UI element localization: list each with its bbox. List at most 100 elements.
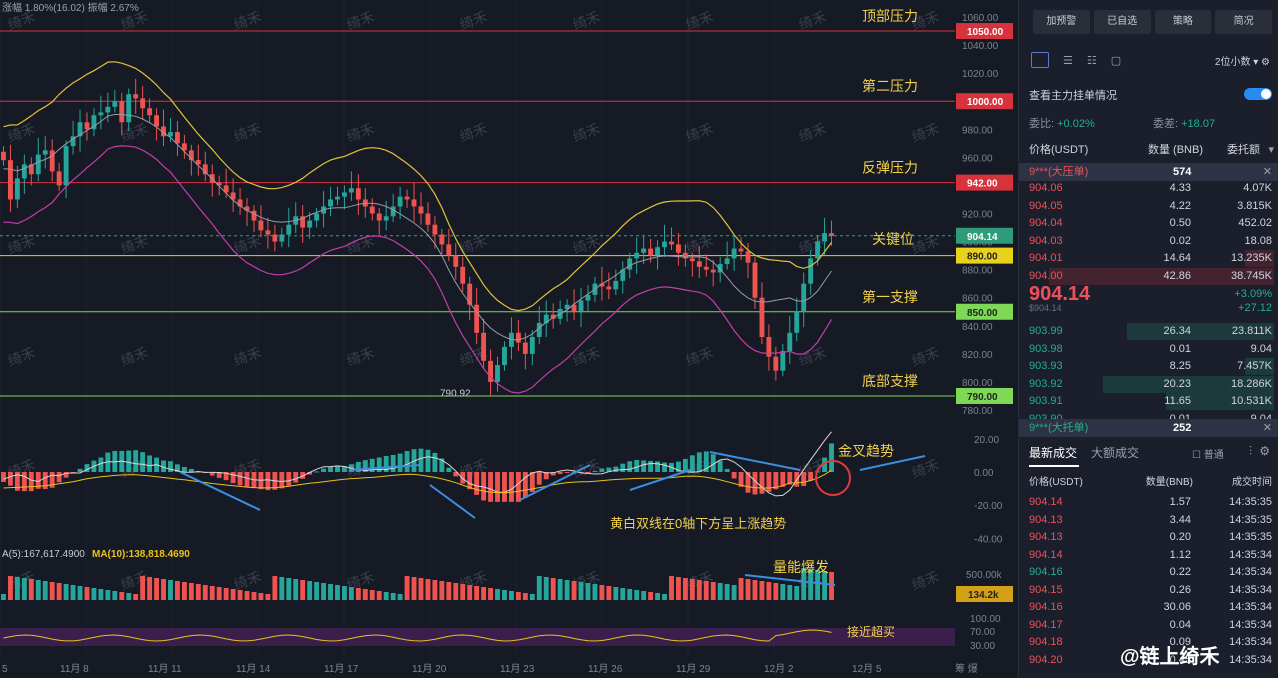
settings-icon[interactable]: ⚙ bbox=[1259, 444, 1270, 458]
close-icon[interactable]: ✕ bbox=[1262, 166, 1272, 178]
bid-row[interactable]: 903.98 0.01 9.04 bbox=[1029, 341, 1274, 358]
trade-row[interactable]: 904.15 0.26 14:35:34 bbox=[1029, 582, 1274, 599]
macd-bar bbox=[105, 452, 111, 472]
trade-row[interactable]: 904.20 0.45 14:35:34 bbox=[1029, 652, 1274, 669]
watermark-text: 绮禾 bbox=[571, 344, 603, 369]
vol-current-tag bbox=[956, 586, 1013, 602]
candle-body bbox=[342, 192, 347, 197]
tab-latest-trades[interactable]: 最新成交 bbox=[1029, 446, 1078, 460]
volume-bar bbox=[599, 585, 605, 600]
volume-bar bbox=[223, 588, 229, 600]
decimals-select[interactable]: 2位小数 ▾ ⚙ bbox=[1214, 56, 1270, 68]
layout-icon[interactable]: ▢ bbox=[1110, 54, 1122, 67]
volume-bar bbox=[543, 577, 549, 600]
candle-body bbox=[696, 261, 702, 267]
trade-price: 904.13 bbox=[1029, 531, 1063, 543]
big-bid-row[interactable]: 9***(大托单) 252 ✕ bbox=[1019, 419, 1278, 437]
watchlist-button[interactable]: 已自选 bbox=[1093, 10, 1151, 34]
close-icon[interactable]: ✕ bbox=[1262, 422, 1272, 434]
trade-qty: 0.20 bbox=[1169, 531, 1191, 543]
macd-bar bbox=[418, 448, 424, 472]
ask-row[interactable]: 904.05 4.22 3.815K bbox=[1029, 198, 1274, 215]
candle-body bbox=[731, 248, 737, 259]
asks-only-icon[interactable]: ☷ bbox=[1086, 54, 1097, 67]
bid-row[interactable]: 903.99 26.34 23.811K bbox=[1029, 323, 1274, 340]
macd-bar bbox=[446, 467, 452, 472]
trade-qty: 3.44 bbox=[1169, 513, 1191, 526]
ask-row[interactable]: 904.00 42.86 38.745K bbox=[1029, 267, 1274, 285]
watermark-text: 绮禾 bbox=[6, 120, 38, 145]
candle-body bbox=[738, 248, 744, 252]
ask-row[interactable]: 904.06 4.33 4.07K bbox=[1029, 180, 1274, 197]
trade-row[interactable]: 904.17 0.04 14:35:34 bbox=[1029, 617, 1274, 634]
macd-bar bbox=[376, 457, 382, 472]
macd-bar bbox=[293, 472, 299, 483]
ask-row[interactable]: 904.04 0.50 452.02 bbox=[1029, 215, 1274, 232]
big-ask-row[interactable]: 9***(大压单) 574 ✕ bbox=[1019, 163, 1278, 181]
bid-amount: 10.531K bbox=[1231, 395, 1272, 407]
volume-bar bbox=[662, 594, 667, 600]
price-tick: 1040.00 bbox=[962, 41, 999, 52]
overview-button[interactable]: 简况 bbox=[1215, 10, 1272, 34]
add-alert-button[interactable]: 加预警 bbox=[1033, 10, 1090, 34]
boll-upper bbox=[3, 61, 832, 312]
trade-row[interactable]: 904.13 0.20 14:35:35 bbox=[1029, 529, 1274, 546]
col-qty: 数量 (BNB) bbox=[1148, 144, 1203, 156]
volume-bar bbox=[279, 577, 285, 600]
x-tick: 5 bbox=[2, 664, 8, 675]
trade-row[interactable]: 904.14 1.57 14:35:35 bbox=[1029, 494, 1274, 511]
ask-row[interactable]: 904.03 0.02 18.08 bbox=[1029, 233, 1274, 250]
low-marker: 790.92 bbox=[440, 389, 471, 400]
main-orders-row[interactable]: 查看主力挂单情况 bbox=[1029, 88, 1274, 105]
ratio-value: +0.02% bbox=[1057, 118, 1095, 130]
volume-bar bbox=[488, 588, 493, 600]
orders-toggle[interactable] bbox=[1244, 88, 1272, 100]
watermark-text: 绮禾 bbox=[345, 120, 377, 145]
order-panel: 加预警 已自选 策略 简况 ☰ ☷ ▢ 2位小数 ▾ ⚙ 查看主力挂单情况 委比… bbox=[1018, 0, 1278, 678]
macd-bar bbox=[502, 472, 507, 502]
candle-body bbox=[348, 188, 354, 193]
macd-tick: -40.00 bbox=[974, 534, 1003, 545]
normal-label: 普通 bbox=[1203, 450, 1224, 461]
bid-row[interactable]: 903.91 11.65 10.531K bbox=[1029, 393, 1274, 410]
trade-row[interactable]: 904.14 1.12 14:35:34 bbox=[1029, 547, 1274, 564]
vol-tick: 500.00k bbox=[966, 570, 1003, 581]
candle-body bbox=[335, 196, 340, 200]
candle-body bbox=[787, 332, 793, 352]
volume-bar bbox=[787, 585, 793, 600]
candle-body bbox=[745, 251, 751, 263]
trade-row[interactable]: 904.18 0.09 14:35:34 bbox=[1029, 634, 1274, 651]
bid-qty: 8.25 bbox=[1169, 360, 1191, 372]
kline-chart[interactable]: 绮禾 绮禾 绮禾 绮禾 绮禾 绮禾 绮禾 绮禾 绮禾 绮禾 绮禾 绮禾 绮禾 绮禾 绮禾 绮禾 绮禾 绮禾 绮禾 绮禾… bbox=[0, 0, 1015, 678]
normal-checkbox[interactable]: ☐ 普通 bbox=[1192, 450, 1224, 461]
candle-body bbox=[439, 234, 445, 245]
macd-bar bbox=[759, 472, 765, 494]
macd-bar bbox=[655, 461, 660, 472]
bid-row[interactable]: 903.92 20.23 18.286K bbox=[1029, 375, 1274, 393]
price-tick: 960.00 bbox=[962, 153, 993, 164]
strategy-button[interactable]: 策略 bbox=[1154, 10, 1212, 34]
trade-row[interactable]: 904.16 30.06 14:35:34 bbox=[1029, 599, 1274, 616]
ask-row[interactable]: 904.01 14.64 13.235K bbox=[1029, 250, 1274, 267]
trade-row[interactable]: 904.13 3.44 14:35:35 bbox=[1029, 512, 1274, 529]
macd-bar bbox=[481, 472, 487, 501]
last-price-tag bbox=[956, 227, 1013, 244]
filter-icon[interactable]: ⫶ bbox=[1248, 444, 1252, 458]
volume-bar bbox=[133, 594, 139, 600]
candle-body bbox=[829, 233, 834, 236]
depth-bar bbox=[1244, 250, 1274, 267]
macd-bar bbox=[529, 472, 535, 492]
macd-bar bbox=[689, 455, 695, 472]
bids-only-icon[interactable]: ☰ bbox=[1063, 54, 1073, 67]
bid-amount: 18.286K bbox=[1231, 377, 1272, 390]
macd-bar bbox=[599, 468, 605, 472]
trade-row[interactable]: 904.16 0.22 14:35:34 bbox=[1029, 564, 1274, 581]
volume-bar bbox=[808, 569, 814, 600]
candle-body bbox=[272, 234, 278, 242]
both-sides-icon[interactable] bbox=[1031, 52, 1049, 68]
volume-bar bbox=[56, 583, 62, 600]
tab-big-trades[interactable]: 大额成交 bbox=[1091, 446, 1140, 460]
bid-row[interactable]: 903.93 8.25 7.457K bbox=[1029, 358, 1274, 375]
candle-body bbox=[467, 283, 473, 305]
